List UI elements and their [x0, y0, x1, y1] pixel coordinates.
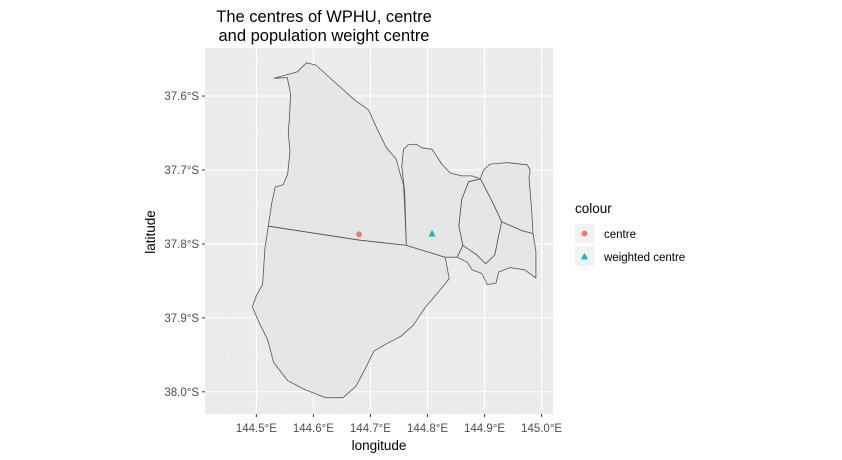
point-centre: [356, 231, 362, 238]
y-tick-label: 38.0°S: [164, 387, 199, 399]
legend-item-label: weighted centre: [603, 252, 685, 264]
y-axis-label: latitude: [143, 210, 158, 254]
y-tick-label: 37.6°S: [164, 91, 199, 103]
x-tick-label: 145.0°E: [521, 423, 562, 435]
x-tick-label: 144.7°E: [350, 423, 391, 435]
region-north-west: [267, 62, 407, 246]
title-line-2: and population weight centre: [219, 27, 430, 45]
x-tick-label: 144.5°E: [236, 423, 277, 435]
y-tick-label: 37.8°S: [164, 239, 199, 251]
region-south-west: [251, 225, 450, 399]
point-weighted-centre: [428, 229, 436, 237]
region-north-east: [480, 162, 534, 235]
x-tick-label: 144.6°E: [293, 423, 334, 435]
x-tick-label: 144.9°E: [464, 423, 505, 435]
legend-key-centre: [581, 230, 588, 237]
x-tick-label: 144.8°E: [407, 423, 448, 435]
y-tick-label: 37.7°S: [164, 165, 199, 177]
legend-key-weighted-centre: [580, 252, 589, 260]
x-axis-label: longitude: [352, 438, 407, 453]
legend-item-label: centre: [604, 229, 636, 241]
title-line-1: The centres of WPHU, centre: [216, 8, 432, 26]
legend-title: colour: [575, 201, 612, 216]
region-south-east: [456, 221, 537, 286]
y-tick-label: 37.9°S: [164, 313, 199, 325]
legend: colour centre weighted centre: [575, 201, 685, 266]
chart-title: The centres of WPHU, centre and populati…: [216, 8, 432, 45]
x-axis-ticks: 144.5°E 144.6°E 144.7°E 144.8°E 144.9°E 145.0…: [236, 414, 562, 435]
region-boundaries: [251, 62, 537, 399]
y-axis-ticks: 37.6°S 37.7°S 37.8°S 37.9°S 38.0°S: [164, 91, 205, 399]
data-points: [356, 229, 436, 238]
